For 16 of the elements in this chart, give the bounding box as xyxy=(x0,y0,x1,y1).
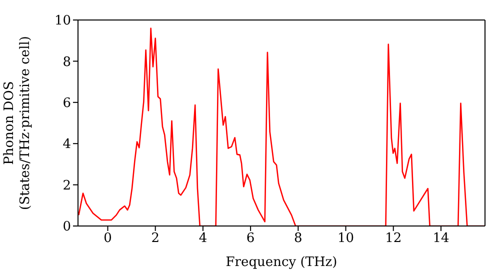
x-tick-label: 0 xyxy=(104,231,112,246)
x-tick-label: 2 xyxy=(151,231,160,246)
y-tick-label: 10 xyxy=(54,14,71,29)
y-tick-label: 2 xyxy=(62,178,71,194)
x-tick-label: 8 xyxy=(294,231,302,246)
y-tick-label: 8 xyxy=(62,54,71,70)
y-tick-label: 0 xyxy=(62,220,71,235)
x-tick-label: 14 xyxy=(432,231,450,246)
x-tick-label: 12 xyxy=(385,231,402,246)
x-axis-title: Frequency (THz) xyxy=(226,255,338,270)
x-tick-label: 10 xyxy=(337,231,354,246)
x-tick-label: 6 xyxy=(246,231,255,246)
y-axis-title: Phonon DOS (States/THz·primitive cell) xyxy=(2,36,33,210)
y-tick-label: 4 xyxy=(62,137,71,152)
x-tick-label: 4 xyxy=(198,231,208,246)
y-tick-label: 6 xyxy=(62,96,71,112)
